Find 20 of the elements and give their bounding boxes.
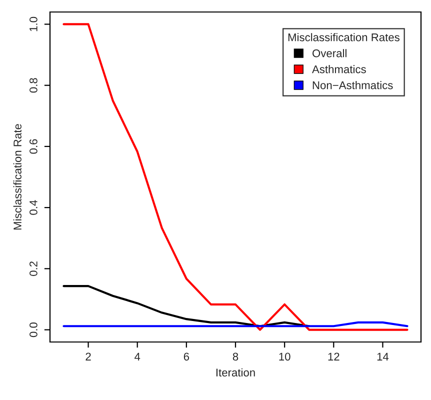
x-tick-label: 12 xyxy=(328,352,340,360)
y-tick-label: 0.6 xyxy=(30,139,38,154)
legend-title: Misclassification Rates xyxy=(288,33,400,42)
legend-label: Asthmatics xyxy=(312,65,366,74)
x-axis-title: Iteration xyxy=(216,368,255,376)
x-tick-label: 10 xyxy=(279,352,290,361)
y-axis-title: Misclassification Rate xyxy=(13,124,22,230)
y-tick-label: 0.2 xyxy=(30,262,38,276)
y-tick-label: 1.0 xyxy=(30,16,38,32)
y-tick-label: 0.4 xyxy=(30,200,38,215)
x-tick-label: 6 xyxy=(184,352,190,361)
x-tick-label: 14 xyxy=(377,352,389,360)
x-tick-label: 8 xyxy=(232,352,238,361)
y-tick-label: 0.8 xyxy=(30,78,38,93)
line-series xyxy=(62,23,408,331)
x-tick-label: 2 xyxy=(86,352,91,360)
y-tick-label: 0.0 xyxy=(30,322,38,338)
legend-label: Non−Asthmatics xyxy=(312,81,393,90)
legend-label: Overall xyxy=(312,49,346,58)
x-tick-label: 4 xyxy=(134,352,140,360)
